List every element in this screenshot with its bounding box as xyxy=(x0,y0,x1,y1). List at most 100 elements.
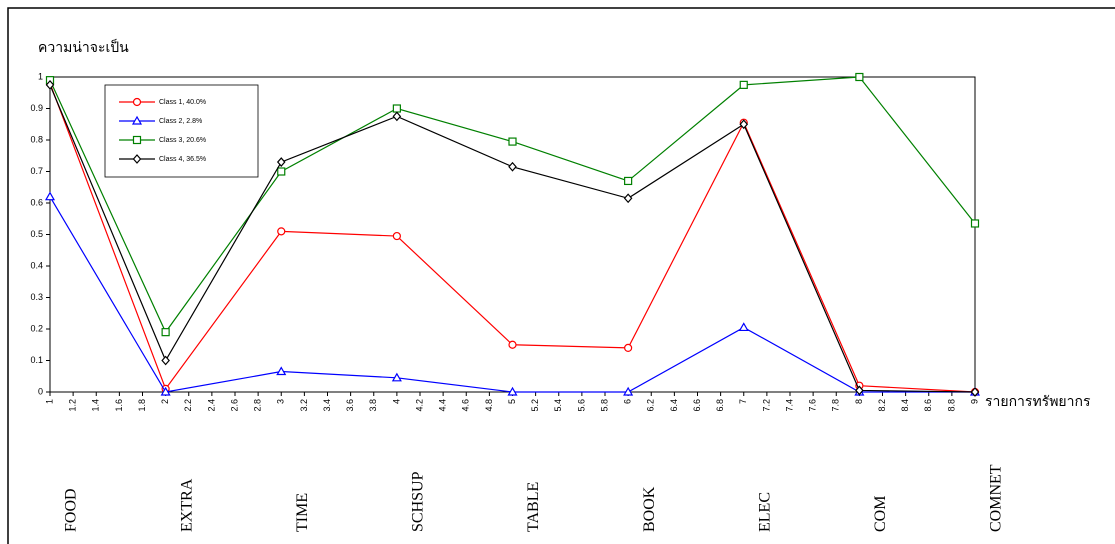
marker xyxy=(970,219,980,228)
category-label: EXTRA xyxy=(178,478,195,532)
category-label: ELEC xyxy=(756,492,773,532)
marker xyxy=(131,115,143,125)
marker xyxy=(738,322,749,332)
y-tick-label: 0 xyxy=(38,386,43,396)
y-tick-label: 0.3 xyxy=(30,292,43,302)
y-tick-label: 0.1 xyxy=(30,355,43,365)
x-tick-label: 2.8 xyxy=(253,399,263,412)
y-tick-label: 0.7 xyxy=(30,166,43,176)
legend-box xyxy=(104,84,259,178)
marker xyxy=(970,387,980,397)
x-tick-label: 6.6 xyxy=(692,399,702,412)
legend-label: Class 2, 2.8% xyxy=(159,118,202,125)
legend-label: Class 4, 36.5% xyxy=(159,156,206,163)
x-tick-label: 4.8 xyxy=(484,399,494,412)
x-tick-label: 7.8 xyxy=(831,399,841,412)
x-tick-label: 6.4 xyxy=(669,399,679,412)
x-tick-label: 8.4 xyxy=(900,399,910,412)
category-label: TIME xyxy=(294,493,311,532)
marker xyxy=(855,385,864,396)
x-tick-label: 7 xyxy=(738,399,748,404)
marker xyxy=(508,161,517,172)
marker xyxy=(160,386,171,396)
x-tick-label: 8.2 xyxy=(877,399,887,412)
marker xyxy=(132,135,142,145)
x-tick-label: 2.2 xyxy=(183,399,193,412)
marker xyxy=(392,104,401,113)
x-tick-label: 7.2 xyxy=(761,399,771,412)
marker xyxy=(739,80,748,89)
outer-border xyxy=(7,7,1115,544)
x-tick-label: 1.4 xyxy=(91,399,101,412)
category-label: SCHSUP xyxy=(410,471,427,532)
x-tick-label: 2.4 xyxy=(206,399,216,412)
x-tick-label: 5.4 xyxy=(553,399,563,412)
marker xyxy=(623,193,633,204)
marker xyxy=(276,366,287,376)
x-tick-label: 4.6 xyxy=(461,399,471,412)
marker xyxy=(392,231,401,241)
x-tick-label: 8 xyxy=(854,399,864,404)
x-tick-label: 5.6 xyxy=(576,399,586,412)
marker xyxy=(855,72,864,82)
category-label: TABLE xyxy=(525,482,542,532)
marker xyxy=(507,386,518,396)
marker xyxy=(276,157,286,167)
marker xyxy=(277,227,286,236)
marker xyxy=(132,97,142,107)
x-tick-label: 1.2 xyxy=(68,399,78,412)
x-tick-label: 4.2 xyxy=(414,399,424,412)
legend-label: Class 3, 20.6% xyxy=(159,137,206,144)
y-tick-label: 0.9 xyxy=(30,103,43,113)
y-tick-label: 0.5 xyxy=(30,229,43,239)
x-tick-label: 4 xyxy=(391,399,401,404)
x-tick-label: 2 xyxy=(160,399,170,404)
category-label: FOOD xyxy=(63,488,80,532)
x-tick-label: 7.6 xyxy=(808,399,818,412)
marker xyxy=(277,167,286,176)
y-tick-label: 0.4 xyxy=(30,260,43,270)
marker xyxy=(508,137,517,146)
category-label: COM xyxy=(872,496,889,532)
x-tick-label: 3 xyxy=(276,399,286,404)
x-tick-label: 5.8 xyxy=(599,399,609,412)
y-tick-label: 0.2 xyxy=(30,323,43,333)
x-tick-label: 3.6 xyxy=(345,399,355,412)
x-tick-label: 3.8 xyxy=(368,399,378,412)
marker xyxy=(508,340,517,349)
x-tick-label: 8.6 xyxy=(923,399,933,412)
x-tick-label: 9 xyxy=(969,399,979,404)
marker xyxy=(739,119,749,130)
legend-label: Class 1, 40.0% xyxy=(159,99,206,106)
x-tick-label: 5.2 xyxy=(530,399,540,412)
x-axis-label: รายการทรัพยากร xyxy=(985,394,1091,410)
x-tick-label: 3.4 xyxy=(322,399,332,412)
category-label: COMNET xyxy=(988,464,1005,532)
x-tick-label: 1.6 xyxy=(114,399,124,412)
x-tick-label: 5 xyxy=(507,399,517,404)
x-tick-label: 6 xyxy=(623,399,633,404)
x-tick-label: 1.8 xyxy=(137,399,147,412)
marker xyxy=(391,372,402,382)
marker xyxy=(623,386,634,396)
marker xyxy=(161,328,170,337)
marker xyxy=(132,154,142,164)
category-label: BOOK xyxy=(641,486,658,532)
marker xyxy=(624,343,633,352)
x-tick-label: 6.2 xyxy=(646,399,656,412)
x-tick-label: 7.4 xyxy=(784,399,794,412)
marker xyxy=(44,191,56,201)
y-tick-label: 0.6 xyxy=(30,197,43,207)
marker xyxy=(45,79,55,90)
y-tick-label: 0.8 xyxy=(30,134,43,144)
marker xyxy=(161,355,170,366)
x-tick-label: 6.8 xyxy=(715,399,725,412)
x-tick-label: 4.4 xyxy=(438,399,448,412)
x-tick-label: 8.8 xyxy=(946,399,956,412)
y-tick-label: 1 xyxy=(38,71,43,81)
y-axis-label: ความน่าจะเป็น xyxy=(38,38,129,56)
x-tick-label: 2.6 xyxy=(229,399,239,412)
series-line xyxy=(49,196,975,393)
marker xyxy=(392,111,402,122)
